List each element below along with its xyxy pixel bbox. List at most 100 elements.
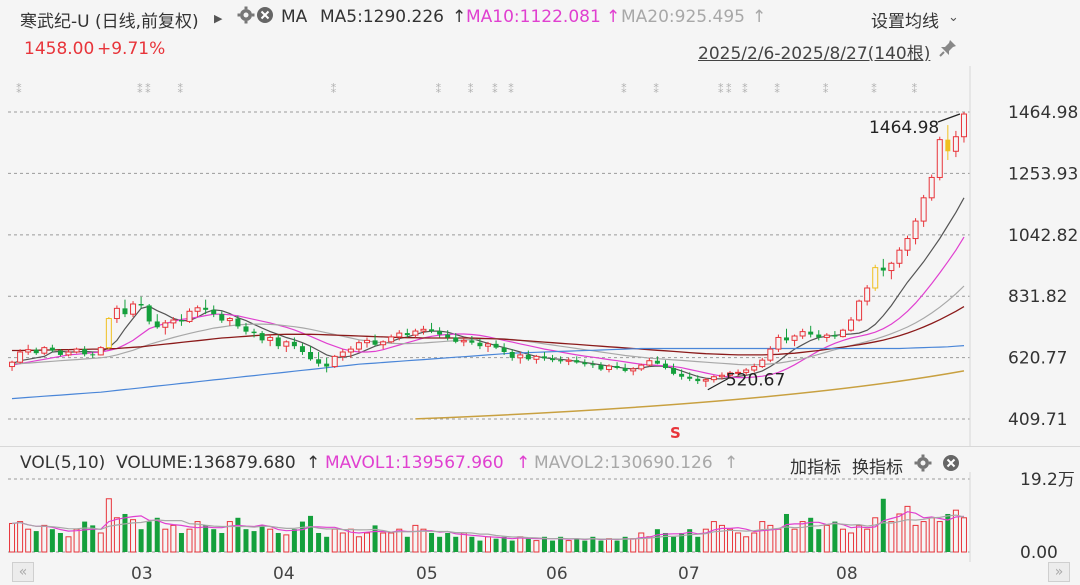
- panel-divider: [0, 446, 1080, 447]
- volume-bar: [380, 532, 387, 553]
- volume-chart[interactable]: 19.2万 0.00: [0, 472, 1080, 562]
- arrow-up-icon: ↑: [452, 7, 467, 27]
- candle-body: [936, 139, 943, 178]
- event-marker-icon: ⁑: [621, 83, 627, 96]
- arrow-up-icon: ↑: [752, 7, 767, 27]
- last-price: 1458.00: [24, 39, 95, 59]
- expand-triangle-icon[interactable]: ▶: [214, 12, 223, 25]
- candle-body: [90, 354, 96, 356]
- ma-settings-button[interactable]: 设置均线: [871, 12, 939, 32]
- volume-bar: [453, 536, 459, 552]
- volume-bar: [396, 528, 403, 553]
- candle-body: [113, 307, 120, 320]
- candle-body: [816, 334, 822, 338]
- volume-bar: [170, 524, 177, 553]
- candle-body: [614, 365, 620, 369]
- candle-body: [767, 348, 774, 361]
- price-axis: 1464.98 1253.93 1042.82 831.82 620.77 409.71: [1008, 103, 1078, 430]
- volume-bar: [226, 521, 233, 553]
- annotations: 1464.98 520.67 S: [670, 113, 961, 442]
- volume-bar: [614, 540, 620, 552]
- candle-body: [501, 347, 507, 353]
- stock-title[interactable]: 寒武纪-U (日线,前复权): [20, 12, 199, 32]
- scroll-right-button[interactable]: »: [1048, 562, 1070, 582]
- volume-bar: [574, 538, 580, 552]
- candle-body: [622, 368, 628, 371]
- candle-body: [331, 355, 338, 368]
- date-range[interactable]: 2025/2/6-2025/8/27(140根): [698, 44, 931, 64]
- arrow-left-icon: «: [18, 564, 28, 580]
- arrow-right-icon: »: [1054, 564, 1064, 580]
- candle-body: [856, 300, 863, 321]
- ma10-value: MA10:1122.081: [466, 7, 601, 27]
- candle-body: [162, 322, 169, 328]
- candle-body: [702, 379, 709, 382]
- candle-body: [170, 319, 177, 324]
- candle-body: [259, 333, 265, 341]
- candle-body: [808, 331, 814, 335]
- event-marker-icon: ⁑: [331, 83, 337, 96]
- candle-body: [138, 304, 144, 306]
- volume-bar: [550, 540, 556, 552]
- candle-body: [146, 305, 152, 322]
- candle-body: [509, 352, 515, 358]
- switch-indicator-button[interactable]: 换指标: [852, 458, 903, 478]
- candle-body: [687, 376, 693, 379]
- volume-bar: [299, 521, 305, 552]
- candle-body: [57, 350, 63, 355]
- candle-body: [105, 318, 112, 349]
- x-tick-label: 04: [273, 564, 295, 584]
- y-tick-label: 409.71: [1008, 410, 1067, 430]
- event-marker-icon: ⁑: [726, 83, 732, 96]
- candle-body: [412, 330, 419, 336]
- event-marker-icon: ⁑: [508, 83, 514, 96]
- volume-bar: [679, 532, 685, 552]
- candle-body: [226, 318, 233, 322]
- ma-line-long3: [415, 370, 965, 420]
- candle-body: [178, 320, 184, 322]
- close-icon[interactable]: [942, 454, 960, 477]
- volume-bar: [122, 513, 128, 552]
- price-row: 1458.00 +9.71% 2025/2/6-2025/8/27(140根): [0, 38, 1080, 64]
- volume-bar: [630, 538, 637, 553]
- pin-icon[interactable]: [938, 38, 958, 63]
- chevron-down-icon[interactable]: ⌄: [948, 10, 959, 25]
- candle-body: [743, 369, 750, 373]
- candle-body: [590, 364, 596, 366]
- candle-body: [598, 365, 604, 370]
- candle-body: [82, 349, 88, 355]
- candlestick-chart[interactable]: ⁑ ⁑ ⁑ ⁑ ⁑ ⁑ ⁑ ⁑ ⁑ ⁑ ⁑ ⁑ ⁑ ⁑ ⁑ ⁑ ⁑ ⁑ 1464.981253.931042.82…: [0, 66, 1080, 446]
- gear-icon[interactable]: [914, 454, 932, 477]
- volume-bar: [186, 528, 193, 553]
- volume-bar: [9, 522, 16, 553]
- add-indicator-button[interactable]: 加指标: [790, 458, 841, 478]
- arrow-up-icon: ↑: [724, 453, 739, 473]
- max-price-label: 1464.98: [869, 118, 939, 138]
- volume-bar: [565, 540, 572, 553]
- candle-body: [574, 360, 580, 363]
- gear-icon[interactable]: [237, 6, 255, 29]
- scroll-left-button[interactable]: «: [12, 562, 34, 582]
- event-marker-icon: ⁑: [912, 83, 918, 96]
- max-arrow: [937, 113, 961, 123]
- volume-bar: [888, 521, 895, 553]
- candle-body: [517, 354, 524, 359]
- volume-bar: [832, 521, 838, 552]
- volume-bar: [484, 536, 492, 553]
- candle-body: [219, 314, 225, 321]
- candle-body: [662, 363, 668, 369]
- y-tick-label: 620.77: [1008, 349, 1067, 369]
- volume-bar: [493, 538, 499, 552]
- candle-body: [308, 352, 314, 360]
- candle-body: [718, 374, 725, 378]
- candle-body: [65, 351, 72, 356]
- candle-body: [791, 335, 798, 341]
- volume-bar: [331, 528, 338, 553]
- price-grid: [8, 66, 971, 446]
- ma5-value: MA5:1290.226: [320, 7, 444, 27]
- close-icon[interactable]: [256, 6, 274, 29]
- volume-bar: [896, 513, 903, 553]
- candle-body: [275, 337, 281, 347]
- min-price-label: 520.67: [726, 371, 785, 391]
- volume-bar: [388, 532, 395, 553]
